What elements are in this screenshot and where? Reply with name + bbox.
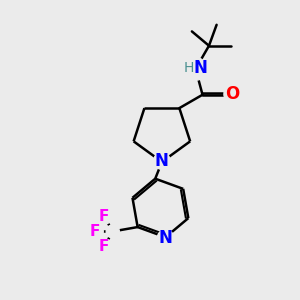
- Circle shape: [95, 238, 112, 255]
- Text: F: F: [90, 224, 100, 239]
- Circle shape: [87, 223, 103, 240]
- Circle shape: [184, 58, 207, 80]
- Circle shape: [224, 86, 241, 103]
- Text: N: N: [155, 152, 169, 170]
- Text: F: F: [99, 208, 109, 224]
- Circle shape: [106, 225, 119, 238]
- Text: H: H: [184, 61, 194, 75]
- Text: N: N: [193, 59, 207, 77]
- Circle shape: [154, 153, 170, 169]
- Text: F: F: [99, 239, 109, 254]
- Text: O: O: [225, 85, 239, 103]
- Circle shape: [95, 208, 112, 224]
- Text: N: N: [159, 229, 172, 247]
- Circle shape: [157, 230, 174, 246]
